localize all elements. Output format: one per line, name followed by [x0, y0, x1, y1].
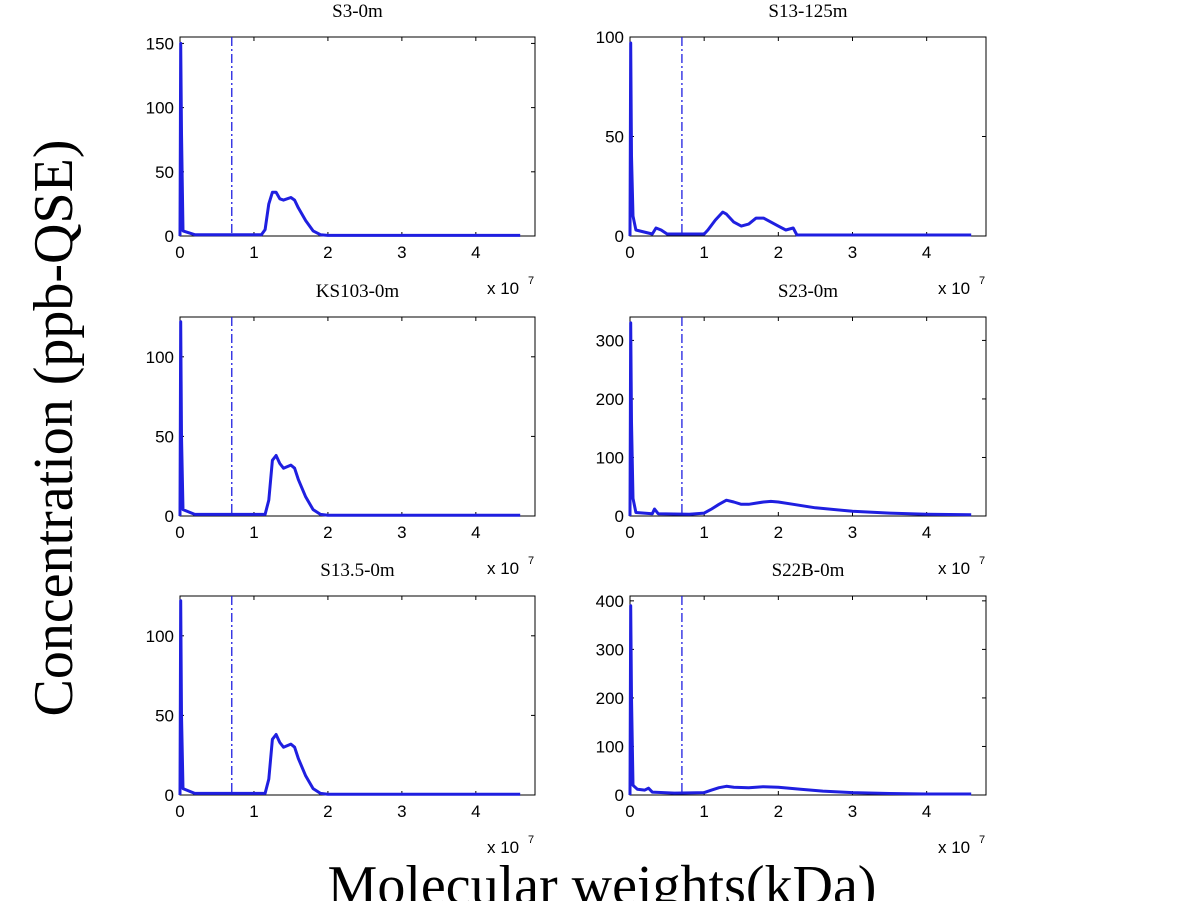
chart-title: S22B-0m [772, 560, 845, 581]
x-tick-label: 1 [249, 243, 258, 262]
figure-ylabel: Concentration (ppb-QSE) [23, 140, 85, 717]
chart-title: S3-0m [332, 1, 383, 22]
x-tick-label: 3 [848, 523, 857, 542]
y-tick-label: 0 [165, 507, 174, 526]
x-tick-label: 4 [471, 523, 480, 542]
x-tick-label: 1 [699, 243, 708, 262]
chart-panel: S3-0m 0 1 2 3 4 0 50 100 150 x 10 7 [146, 1, 536, 298]
y-tick-label: 50 [605, 128, 624, 147]
x-tick-label: 4 [922, 243, 931, 262]
y-tick-label: 100 [596, 737, 624, 756]
x-multiplier-exponent: 7 [528, 555, 534, 567]
y-tick-label: 100 [596, 448, 624, 467]
series-line [178, 320, 521, 517]
x-tick-label: 2 [323, 802, 332, 821]
y-tick-label: 300 [596, 331, 624, 350]
x-multiplier-exponent: 7 [528, 834, 534, 846]
y-tick-label: 400 [596, 592, 624, 611]
x-tick-label: 0 [625, 243, 634, 262]
axes-frame [179, 316, 536, 517]
axes-frame [629, 36, 987, 237]
y-tick-label: 100 [146, 99, 174, 118]
series-line [628, 41, 972, 237]
y-tick-label: 50 [155, 427, 174, 446]
x-tick-label: 0 [175, 523, 184, 542]
axes-frame [179, 595, 536, 796]
chart-title: S13-125m [768, 1, 847, 22]
x-multiplier-exponent: 7 [979, 834, 985, 846]
x-tick-label: 1 [249, 802, 258, 821]
axes-frame [629, 595, 987, 796]
x-tick-label: 3 [848, 802, 857, 821]
y-tick-label: 100 [596, 28, 624, 47]
x-multiplier-label: x 10 [938, 279, 970, 298]
y-tick-label: 0 [615, 227, 624, 246]
chart-title: KS103-0m [316, 281, 400, 302]
chart-panel: KS103-0m 0 1 2 3 4 0 50 100 x 10 7 [146, 281, 536, 578]
y-tick-label: 200 [596, 390, 624, 409]
x-multiplier-label: x 10 [487, 838, 519, 857]
x-tick-label: 3 [397, 243, 406, 262]
y-tick-label: 300 [596, 640, 624, 659]
y-tick-label: 0 [165, 786, 174, 805]
y-tick-label: 50 [155, 163, 174, 182]
x-multiplier-label: x 10 [487, 279, 519, 298]
y-tick-label: 150 [146, 34, 174, 53]
x-multiplier-exponent: 7 [528, 275, 534, 287]
axes-frame [629, 316, 987, 517]
x-multiplier-label: x 10 [938, 838, 970, 857]
x-tick-label: 3 [397, 523, 406, 542]
x-tick-label: 1 [699, 523, 708, 542]
y-tick-label: 0 [615, 507, 624, 526]
series-line [628, 604, 972, 796]
x-tick-label: 2 [323, 523, 332, 542]
x-tick-label: 4 [471, 243, 480, 262]
x-tick-label: 0 [625, 523, 634, 542]
x-multiplier-exponent: 7 [979, 275, 985, 287]
x-tick-label: 2 [774, 523, 783, 542]
x-tick-label: 3 [848, 243, 857, 262]
y-tick-label: 0 [165, 227, 174, 246]
x-multiplier-label: x 10 [487, 559, 519, 578]
series-line [178, 41, 521, 237]
chart-panel: S23-0m 0 1 2 3 4 0 100 200 300 x 10 7 [596, 281, 987, 578]
x-tick-label: 4 [922, 523, 931, 542]
y-tick-label: 200 [596, 689, 624, 708]
x-tick-label: 2 [323, 243, 332, 262]
x-multiplier-exponent: 7 [979, 555, 985, 567]
x-tick-label: 2 [774, 243, 783, 262]
series-line [178, 599, 521, 796]
x-tick-label: 0 [625, 802, 634, 821]
x-tick-label: 3 [397, 802, 406, 821]
chart-title: S13.5-0m [320, 560, 395, 581]
chart-panel: S13.5-0m 0 1 2 3 4 0 50 100 x 10 7 [146, 560, 536, 857]
y-tick-label: 100 [146, 627, 174, 646]
x-tick-label: 1 [249, 523, 258, 542]
chart-title: S23-0m [778, 281, 838, 302]
x-multiplier-label: x 10 [938, 559, 970, 578]
x-tick-label: 4 [471, 802, 480, 821]
x-tick-label: 0 [175, 243, 184, 262]
chart-panel: S13-125m 0 1 2 3 4 0 50 100 x 10 7 [596, 1, 987, 298]
x-tick-label: 0 [175, 802, 184, 821]
chart-panel: S22B-0m 0 1 2 3 4 0 100 200 300 400 x 10 7 [596, 560, 987, 857]
x-tick-label: 4 [922, 802, 931, 821]
y-tick-label: 50 [155, 706, 174, 725]
x-tick-label: 1 [699, 802, 708, 821]
axes-frame [179, 36, 536, 237]
series-line [628, 321, 972, 517]
y-tick-label: 100 [146, 348, 174, 367]
figure-xlabel: Molecular weights(kDa) [328, 855, 877, 901]
x-tick-label: 2 [774, 802, 783, 821]
y-tick-label: 0 [615, 786, 624, 805]
